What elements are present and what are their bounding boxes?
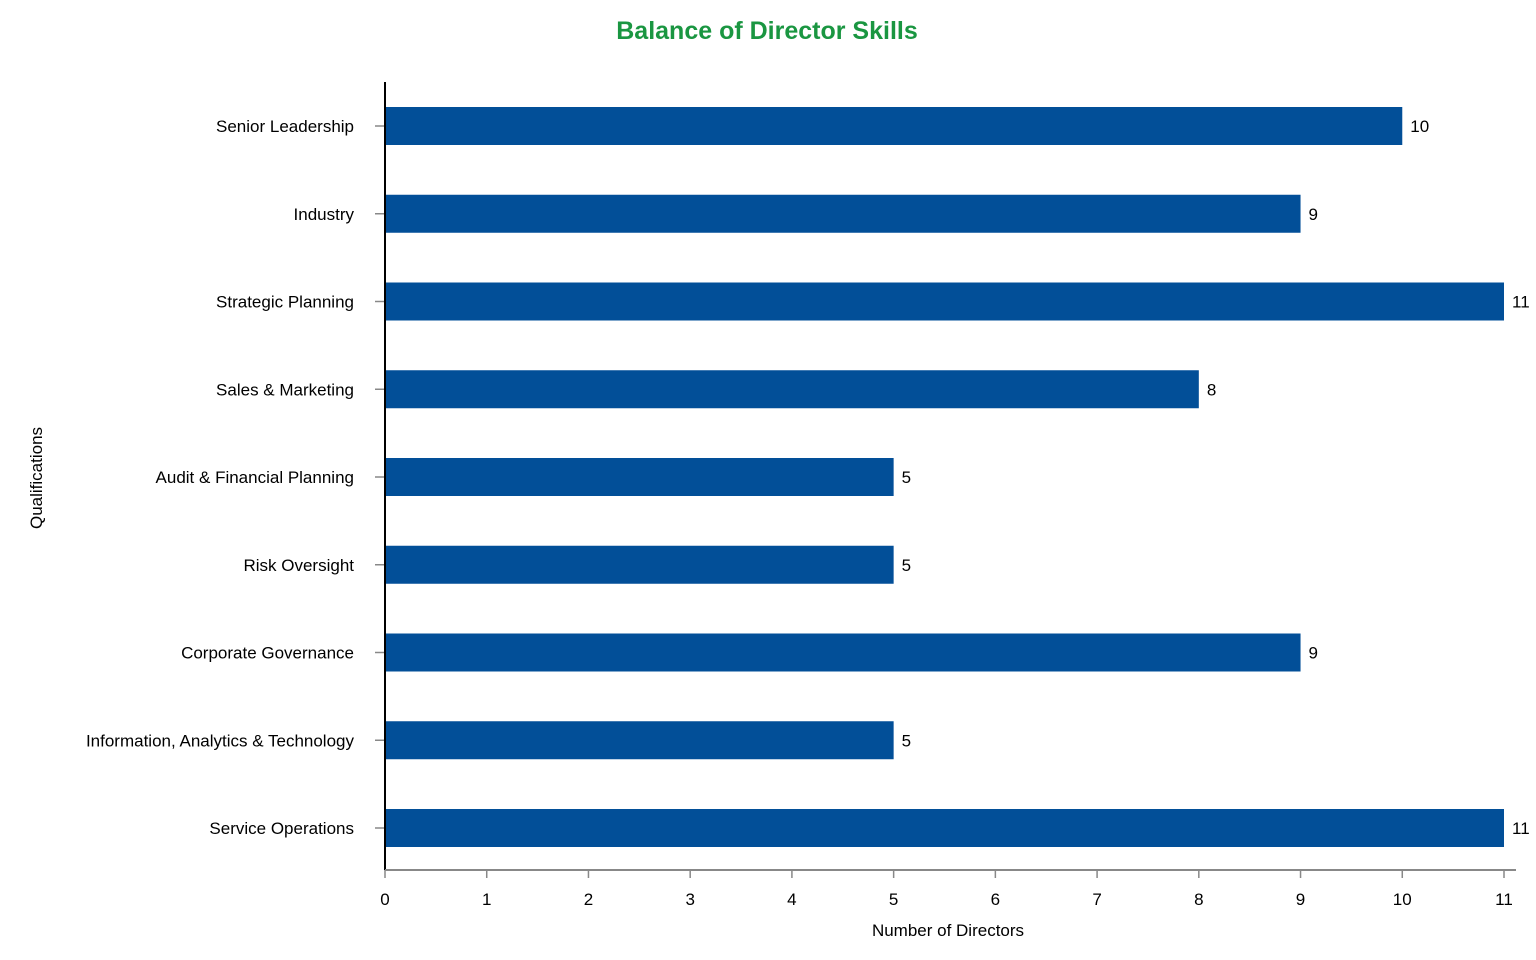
value-label-service-operations: 11 (1512, 819, 1530, 838)
bar-industry (385, 194, 1301, 233)
category-label-industry: Industry (294, 205, 355, 224)
bar-information-analytics-and-technology (385, 721, 894, 760)
category-label-service-operations: Service Operations (209, 819, 354, 838)
value-label-corporate-governance: 9 (1309, 644, 1318, 663)
category-label-information-analytics-and-technology: Information, Analytics & Technology (86, 731, 355, 750)
chart-title: Balance of Director Skills (616, 17, 918, 45)
bar-audit-and-financial-planning (385, 458, 894, 496)
x-tick-label-9: 9 (1296, 890, 1305, 909)
value-labels: 10 9 11 8 5 5 9 5 11 (902, 117, 1530, 838)
category-label-strategic-planning: Strategic Planning (216, 293, 354, 312)
value-label-audit-and-financial-planning: 5 (902, 468, 911, 487)
bar-service-operations (385, 809, 1504, 847)
value-label-sales-and-marketing: 8 (1207, 380, 1216, 399)
x-tick-label-8: 8 (1194, 890, 1203, 909)
x-tick-label-3: 3 (685, 890, 694, 909)
x-axis-label: Number of Directors (872, 921, 1024, 940)
x-tick-label-1: 1 (482, 890, 491, 909)
bars (385, 107, 1504, 847)
value-label-industry: 9 (1309, 205, 1318, 224)
category-label-sales-and-marketing: Sales & Marketing (216, 380, 354, 399)
x-tick-label-2: 2 (584, 890, 593, 909)
bar-risk-oversight (385, 545, 894, 584)
x-tick-label-11: 11 (1495, 890, 1513, 909)
category-label-senior-leadership: Senior Leadership (216, 117, 354, 136)
bar-sales-and-marketing (385, 370, 1199, 409)
category-label-corporate-governance: Corporate Governance (181, 644, 354, 663)
value-label-strategic-planning: 11 (1512, 293, 1530, 312)
bar-corporate-governance (385, 633, 1301, 672)
category-labels: Senior Leadership Industry Strategic Plann… (86, 117, 384, 838)
value-label-information-analytics-and-technology: 5 (902, 731, 911, 750)
x-tick-label-4: 4 (787, 890, 796, 909)
value-label-senior-leadership: 10 (1410, 117, 1429, 136)
category-label-risk-oversight: Risk Oversight (243, 556, 354, 575)
bar-strategic-planning (385, 282, 1504, 321)
y-axis-label: Qualifications (27, 427, 46, 529)
value-label-risk-oversight: 5 (902, 556, 911, 575)
x-tick-label-6: 6 (991, 890, 1000, 909)
category-label-audit-and-financial-planning: Audit & Financial Planning (156, 468, 354, 487)
x-tick-label-5: 5 (889, 890, 898, 909)
bar-senior-leadership (385, 107, 1403, 145)
x-tick-label-7: 7 (1092, 890, 1101, 909)
x-tick-label-0: 0 (380, 890, 389, 909)
x-tick-label-10: 10 (1393, 890, 1412, 909)
x-ticks: 0 1 2 3 4 5 6 7 8 9 10 11 (380, 870, 1513, 909)
